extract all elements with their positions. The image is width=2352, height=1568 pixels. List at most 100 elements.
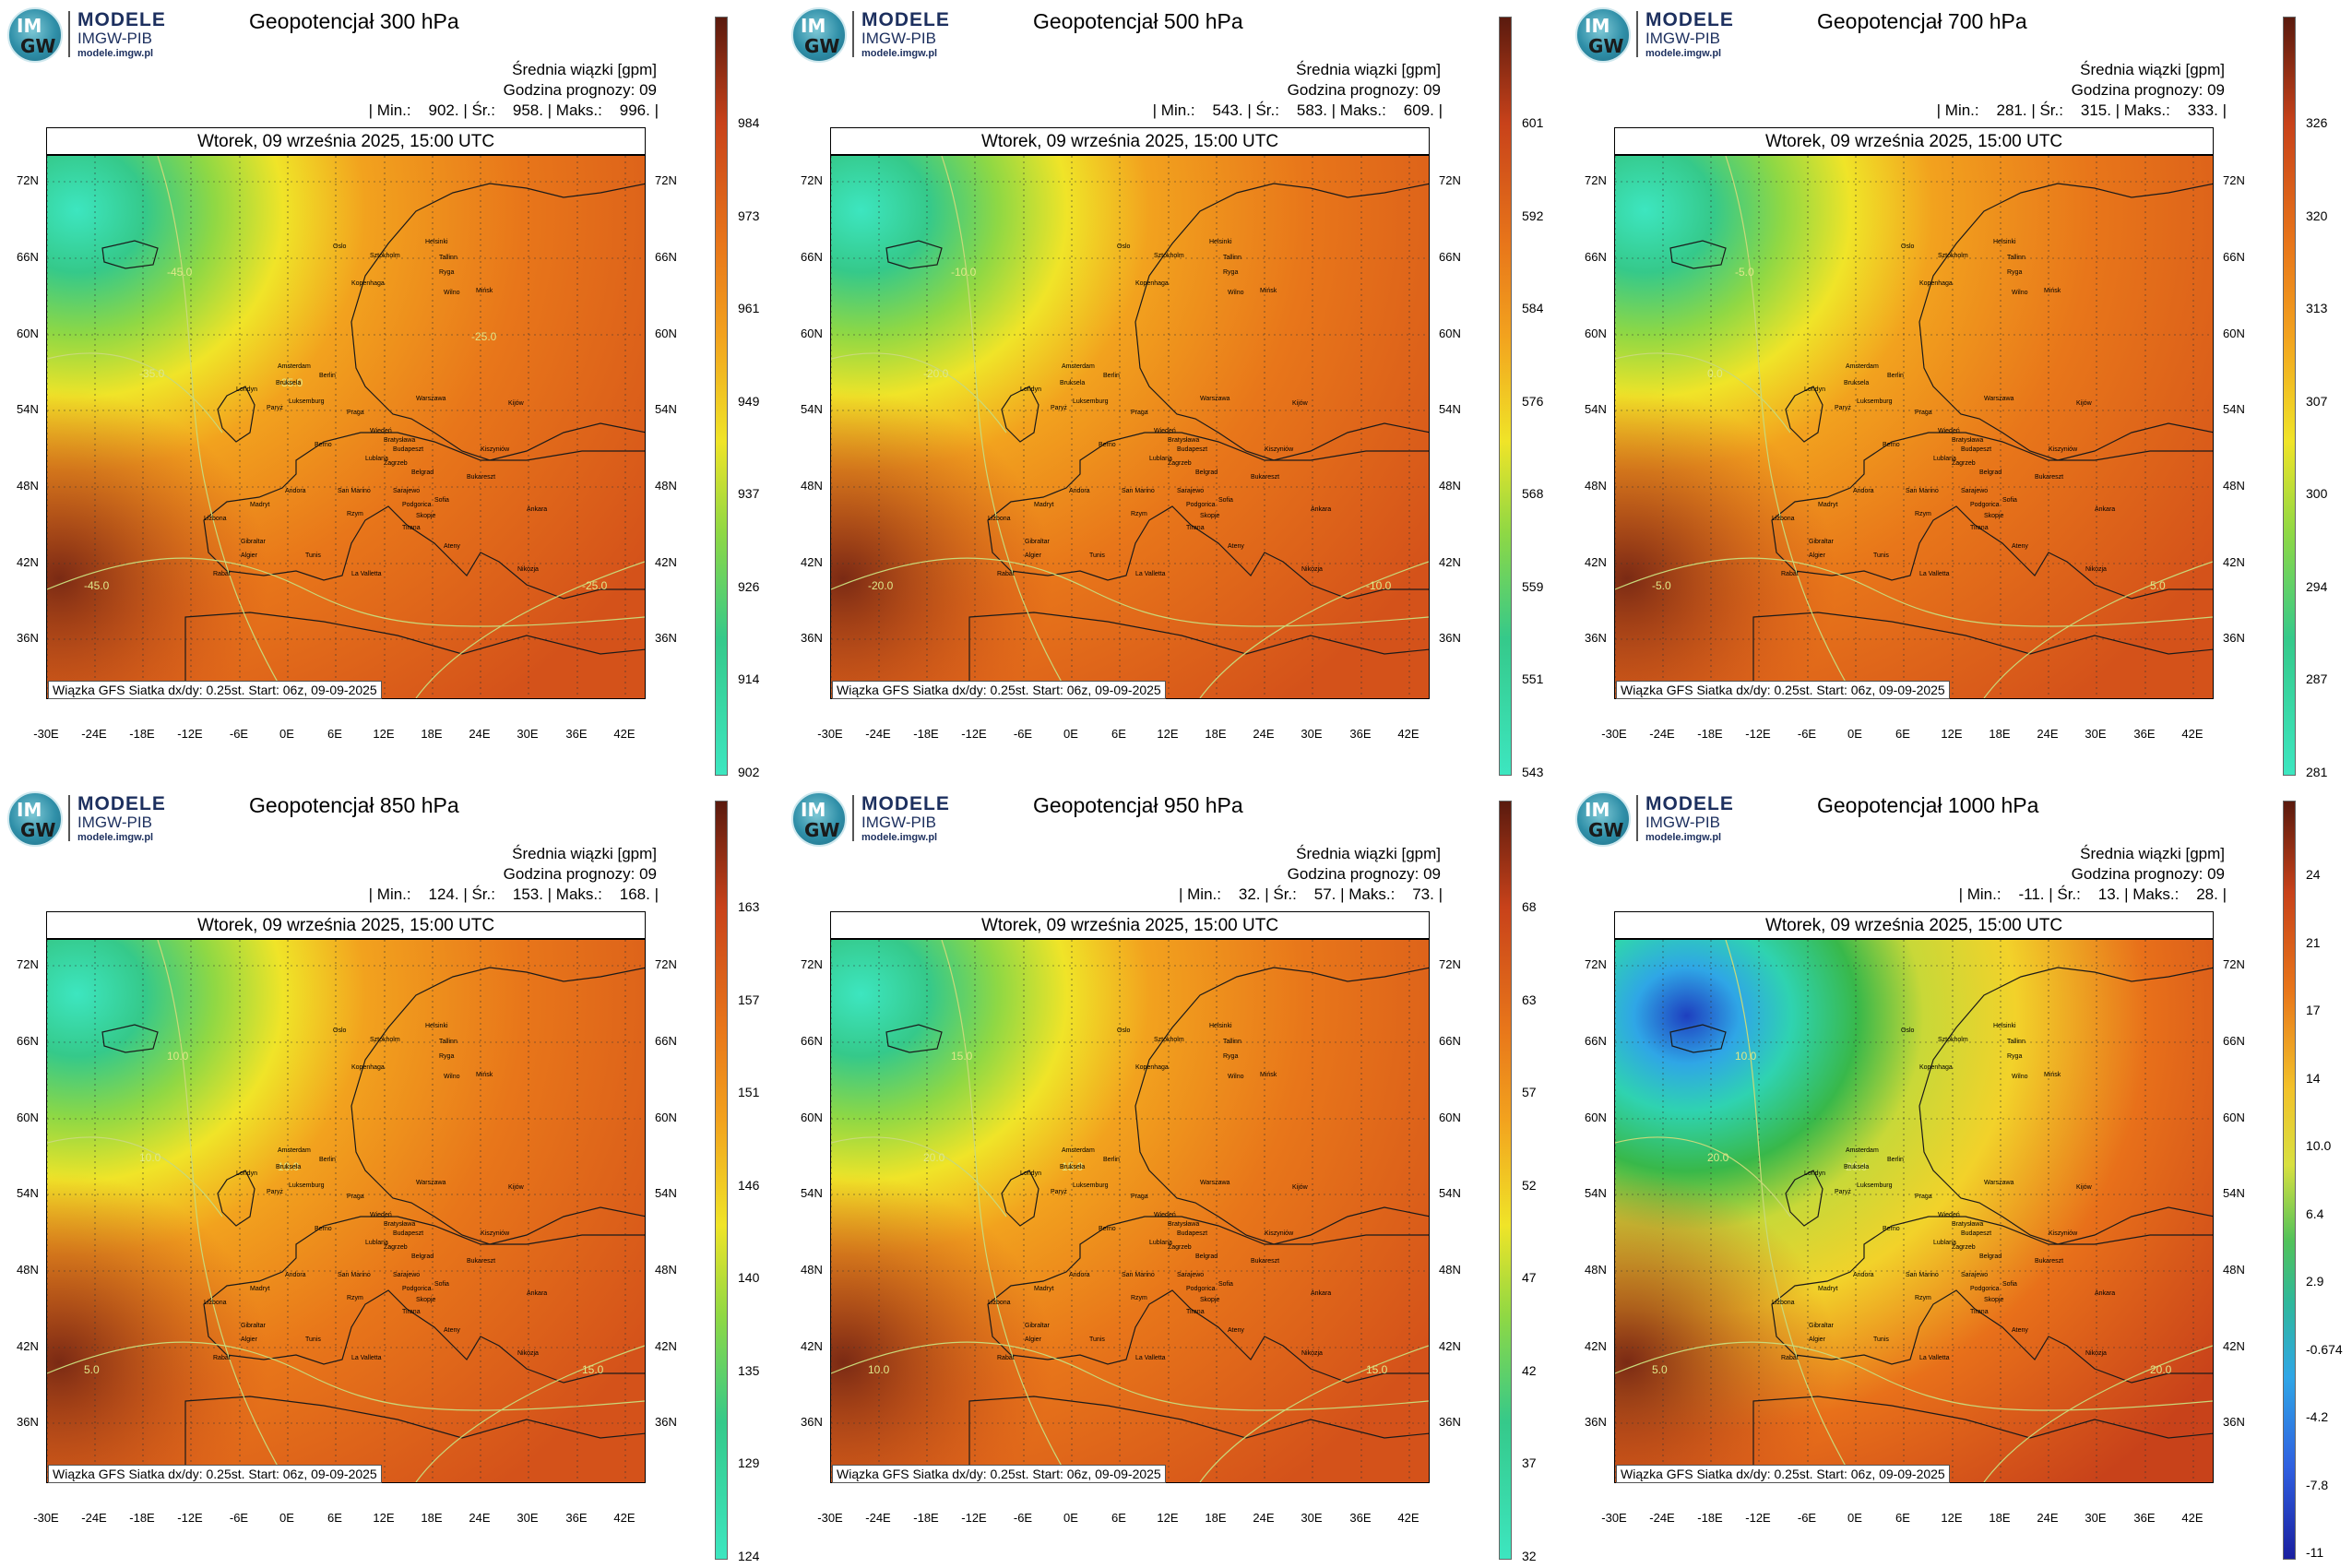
colorbar-tick-label: 37 — [1522, 1455, 1537, 1470]
longitude-label: 24E — [1253, 1511, 1275, 1525]
latitude-label: 48N — [655, 1263, 677, 1277]
colorbar-tick-label: 584 — [1522, 301, 1544, 315]
coastline — [968, 1396, 1429, 1482]
logo-title: MODELE — [77, 793, 166, 814]
city-label: Bratysława — [384, 437, 415, 444]
coastline — [1785, 1170, 1823, 1227]
contour-label: -5.0 — [1735, 266, 1754, 279]
city-label: Sztokholm — [370, 253, 400, 259]
city-label: Tallinn — [1223, 255, 1241, 261]
imgw-badge-icon: IM GW — [1575, 791, 1631, 847]
imgw-logo[interactable]: IM GW MODELE IMGW-PIB modele.imgw.pl — [1575, 7, 1751, 63]
colorbar-tick-label: 157 — [738, 992, 760, 1007]
longitude-label: 0E — [1063, 1511, 1078, 1525]
city-label: Tallinn — [2007, 1039, 2025, 1045]
city-label: Berno — [1099, 1226, 1116, 1232]
latitude-label: 48N — [17, 479, 39, 493]
colorbar-tick-label: 124 — [738, 1548, 760, 1563]
longitude-label: -6E — [1797, 1511, 1817, 1525]
city-label: Sarajewo — [393, 488, 420, 494]
city-label: Londyn — [236, 386, 257, 393]
stats-line: | Min.: -11. | Śr.: 13. | Maks.: 28. | — [1958, 885, 2227, 903]
latitude-label: 60N — [801, 327, 823, 340]
city-label: Tallinn — [2007, 255, 2025, 261]
city-label: Lublana — [365, 456, 388, 462]
logo-org: IMGW-PIB — [1645, 30, 1720, 47]
coastline — [203, 432, 645, 600]
imgw-logo[interactable]: IM GW MODELE IMGW-PIB modele.imgw.pl — [791, 7, 967, 63]
colorbar-tick-label: -0.674 — [2306, 1341, 2343, 1357]
latitude-label: 66N — [1439, 1034, 1461, 1048]
city-label: Londyn — [236, 1170, 257, 1177]
imgw-logo[interactable]: IM GW MODELE IMGW-PIB modele.imgw.pl — [1575, 791, 1751, 847]
city-label: Skopje — [1200, 1297, 1220, 1303]
city-label: Amsterdam — [1846, 1147, 1879, 1154]
city-label: Berlin — [1103, 373, 1120, 379]
city-label: Rzym — [1915, 511, 1931, 517]
latitude-label: 66N — [1585, 1034, 1607, 1048]
colorbar-tick-label: 902 — [738, 764, 760, 779]
city-label: Oslo — [1901, 244, 1915, 250]
city-label: Sarajewo — [1177, 1272, 1204, 1278]
city-label: Lublana — [1933, 456, 1956, 462]
contour-label: 10.0 — [868, 1363, 890, 1376]
longitude-label: -24E — [1649, 727, 1675, 741]
city-label: Lizbona — [1772, 1300, 1795, 1306]
city-label: Amsterdam — [278, 1147, 311, 1154]
city-label: Amsterdam — [1846, 363, 1879, 370]
longitude-label: 12E — [1941, 727, 1963, 741]
imgw-logo[interactable]: IM GW MODELE IMGW-PIB modele.imgw.pl — [791, 791, 967, 847]
longitude-label: -30E — [33, 727, 59, 741]
logo-org: IMGW-PIB — [77, 814, 152, 831]
longitude-label: 24E — [2037, 1511, 2059, 1525]
contour-line — [415, 561, 645, 698]
colorbar-tick-label: 68 — [1522, 899, 1537, 914]
contour-label: 5.0 — [84, 1363, 100, 1376]
contour-line — [831, 352, 1007, 434]
date-bar: Wtorek, 09 września 2025, 15:00 UTC — [1614, 911, 2214, 939]
high-geopotential-region — [47, 156, 645, 698]
city-label: Londyn — [1020, 1170, 1041, 1177]
city-label: Berlin — [1887, 373, 1904, 379]
city-label: Bukareszt — [1251, 1258, 1279, 1265]
longitude-label: 30E — [1301, 1511, 1323, 1525]
city-label: Ateny — [444, 1327, 460, 1334]
city-label: Sztokholm — [1938, 253, 1968, 259]
stats-line: | Min.: 902. | Śr.: 958. | Maks.: 996. | — [368, 101, 659, 119]
model-footer-note: Wiązka GFS Siatka dx/dy: 0.25st. Start: … — [1616, 681, 1950, 699]
contour-label: 10.0 — [1735, 1050, 1757, 1063]
coastline — [217, 386, 255, 443]
logo-divider — [852, 795, 854, 841]
city-label: Helsinki — [425, 1023, 448, 1029]
imgw-logo[interactable]: IM GW MODELE IMGW-PIB modele.imgw.pl — [7, 7, 183, 63]
city-label: Sarajewo — [1961, 488, 1988, 494]
longitude-label: 30E — [1301, 727, 1323, 741]
city-label: Tunis — [1873, 1336, 1889, 1343]
contour-label: 15.0 — [1366, 1363, 1388, 1376]
city-label: Sarajewo — [393, 1272, 420, 1278]
imgw-logo[interactable]: IM GW MODELE IMGW-PIB modele.imgw.pl — [7, 791, 183, 847]
logo-url: modele.imgw.pl — [1645, 832, 1722, 843]
city-label: Wilno — [2012, 290, 2028, 296]
geopotential-map: 10.0 15.0 20.0 15.0 15.0 Oslo Sztokholm Helsink… — [830, 939, 1430, 1483]
latitude-label: 66N — [2223, 1034, 2245, 1048]
colorbar-tick-label: 146 — [738, 1177, 760, 1193]
contour-line — [941, 940, 1072, 1482]
colorbar-tick-label: 961 — [738, 301, 760, 315]
city-label: Kijów — [2076, 1184, 2093, 1191]
city-label: Rabat — [213, 571, 231, 577]
city-label: Algier — [241, 1336, 258, 1343]
forecast-hour: Godzina prognozy: 09 — [2071, 81, 2225, 99]
panel-subtitle: Średnia wiązki [gpm] — [512, 61, 657, 78]
city-label: Rabat — [1781, 1355, 1799, 1361]
city-label: Belgrad — [1195, 1253, 1218, 1260]
city-label: Podgorica — [402, 502, 432, 508]
city-label: Warszawa — [1200, 1180, 1230, 1186]
city-label: Warszawa — [1984, 396, 2014, 402]
contour-label: -35.0 — [278, 376, 303, 389]
contour-label: -45.0 — [84, 579, 110, 592]
colorbar-tick-label: 551 — [1522, 671, 1544, 686]
panel-title: Geopotencjał 700 hPa — [1817, 9, 2027, 33]
city-label: Warszawa — [416, 1180, 446, 1186]
latitude-label: 42N — [17, 1339, 39, 1353]
